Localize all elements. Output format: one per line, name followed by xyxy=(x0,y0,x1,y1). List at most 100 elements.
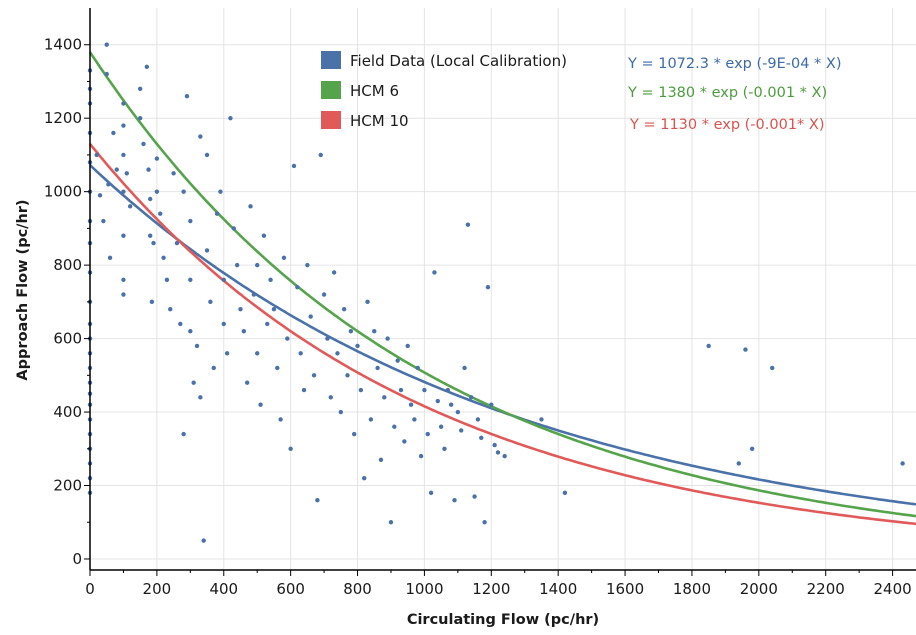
data-point xyxy=(214,211,220,216)
data-point xyxy=(146,167,151,172)
data-point xyxy=(382,395,387,400)
data-point xyxy=(432,270,437,275)
x-tick-label: 1600 xyxy=(606,580,644,598)
data-point xyxy=(114,167,119,172)
data-point xyxy=(121,123,126,128)
data-point xyxy=(475,417,481,422)
data-point xyxy=(743,347,748,352)
legend: Field Data (Local Calibration) HCM 6 HCM… xyxy=(321,51,567,130)
x-axis-title: Circulating Flow (pc/hr) xyxy=(407,612,599,628)
data-point xyxy=(325,336,330,341)
data-point xyxy=(106,182,111,187)
data-point xyxy=(298,351,303,356)
hcm6-curve xyxy=(88,51,916,518)
data-point xyxy=(465,222,471,227)
equation-field-data: Y = 1072.3 * exp (-9E-04 * X) xyxy=(627,56,842,72)
data-point xyxy=(469,395,474,400)
data-point xyxy=(181,431,186,437)
data-point xyxy=(281,255,287,260)
data-point xyxy=(295,284,300,290)
data-point xyxy=(107,255,113,260)
data-point xyxy=(188,218,193,224)
data-point xyxy=(181,189,186,194)
data-point xyxy=(736,461,741,466)
data-point xyxy=(144,64,150,69)
data-point xyxy=(278,417,283,422)
x-tick-label: 1000 xyxy=(405,580,443,598)
data-point xyxy=(485,284,491,290)
y-tick-label: 400 xyxy=(53,403,82,421)
data-point xyxy=(539,417,544,422)
data-point xyxy=(422,387,427,393)
data-point xyxy=(365,299,370,305)
x-tick-label: 2400 xyxy=(873,580,911,598)
data-point xyxy=(368,417,374,422)
data-point xyxy=(472,494,477,499)
data-point xyxy=(228,115,233,121)
data-point xyxy=(492,442,497,448)
data-point xyxy=(489,402,494,407)
data-point xyxy=(251,292,257,297)
data-point xyxy=(285,336,290,341)
data-point xyxy=(462,365,467,371)
data-point xyxy=(121,277,126,283)
data-point xyxy=(101,218,106,224)
x-tick-label: 1200 xyxy=(472,580,510,598)
y-tick-label: 600 xyxy=(53,330,82,348)
data-point xyxy=(418,453,424,459)
data-point xyxy=(255,351,260,356)
data-point xyxy=(188,277,193,283)
data-point xyxy=(121,292,126,297)
data-point xyxy=(412,417,417,422)
data-point xyxy=(402,439,407,444)
data-point xyxy=(211,365,216,371)
field-fit-curve xyxy=(89,164,916,506)
legend-label-field-data: Field Data (Local Calibration) xyxy=(350,52,567,70)
data-point xyxy=(388,520,394,525)
data-point xyxy=(445,387,451,393)
x-tick-label: 2200 xyxy=(807,580,845,598)
data-point xyxy=(255,262,260,268)
data-point xyxy=(244,380,250,385)
data-point xyxy=(154,189,160,194)
data-point xyxy=(168,307,173,312)
data-point xyxy=(194,343,200,349)
equation-annotations: Y = 1072.3 * exp (-9E-04 * X) Y = 1380 *… xyxy=(627,56,842,133)
data-point xyxy=(502,453,507,459)
data-point xyxy=(900,461,905,466)
gridlines xyxy=(89,8,916,570)
data-point xyxy=(435,398,440,404)
data-point xyxy=(338,409,344,415)
data-point xyxy=(164,277,170,283)
x-tick-label: 1400 xyxy=(539,580,577,598)
data-point xyxy=(408,402,414,407)
data-point xyxy=(191,380,196,385)
x-tick-label: 400 xyxy=(209,580,238,598)
x-tick-label: 0 xyxy=(85,580,95,598)
data-point xyxy=(415,365,420,371)
data-point xyxy=(385,336,390,341)
data-point xyxy=(147,233,153,238)
data-point xyxy=(395,358,400,363)
data-point xyxy=(358,387,364,393)
data-point xyxy=(458,428,464,433)
data-point xyxy=(331,270,337,275)
data-point xyxy=(291,163,297,169)
data-point xyxy=(121,152,126,158)
data-point xyxy=(137,115,143,121)
data-point xyxy=(121,189,126,194)
data-point xyxy=(265,321,270,327)
data-point xyxy=(221,321,226,327)
x-tick-label: 2000 xyxy=(740,580,778,598)
data-point xyxy=(315,498,320,503)
data-point xyxy=(345,373,350,378)
data-point xyxy=(201,538,206,543)
data-point xyxy=(121,233,126,238)
data-point xyxy=(184,93,190,99)
scatter-points xyxy=(87,42,905,543)
data-point xyxy=(378,457,384,463)
legend-swatch-hcm6 xyxy=(321,81,341,99)
data-point xyxy=(268,277,273,283)
data-point xyxy=(355,343,360,349)
data-point xyxy=(398,387,404,393)
